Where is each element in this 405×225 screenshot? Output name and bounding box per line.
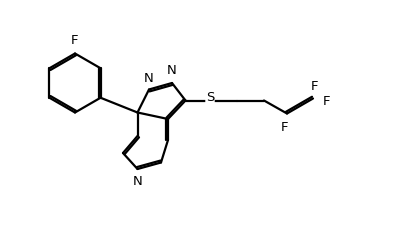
Text: N: N	[144, 71, 153, 84]
Text: N: N	[132, 174, 142, 187]
Text: F: F	[310, 79, 318, 92]
Text: F: F	[322, 94, 329, 108]
Text: S: S	[205, 91, 214, 104]
Text: F: F	[279, 120, 287, 133]
Text: N: N	[167, 64, 177, 77]
Text: F: F	[71, 34, 79, 47]
